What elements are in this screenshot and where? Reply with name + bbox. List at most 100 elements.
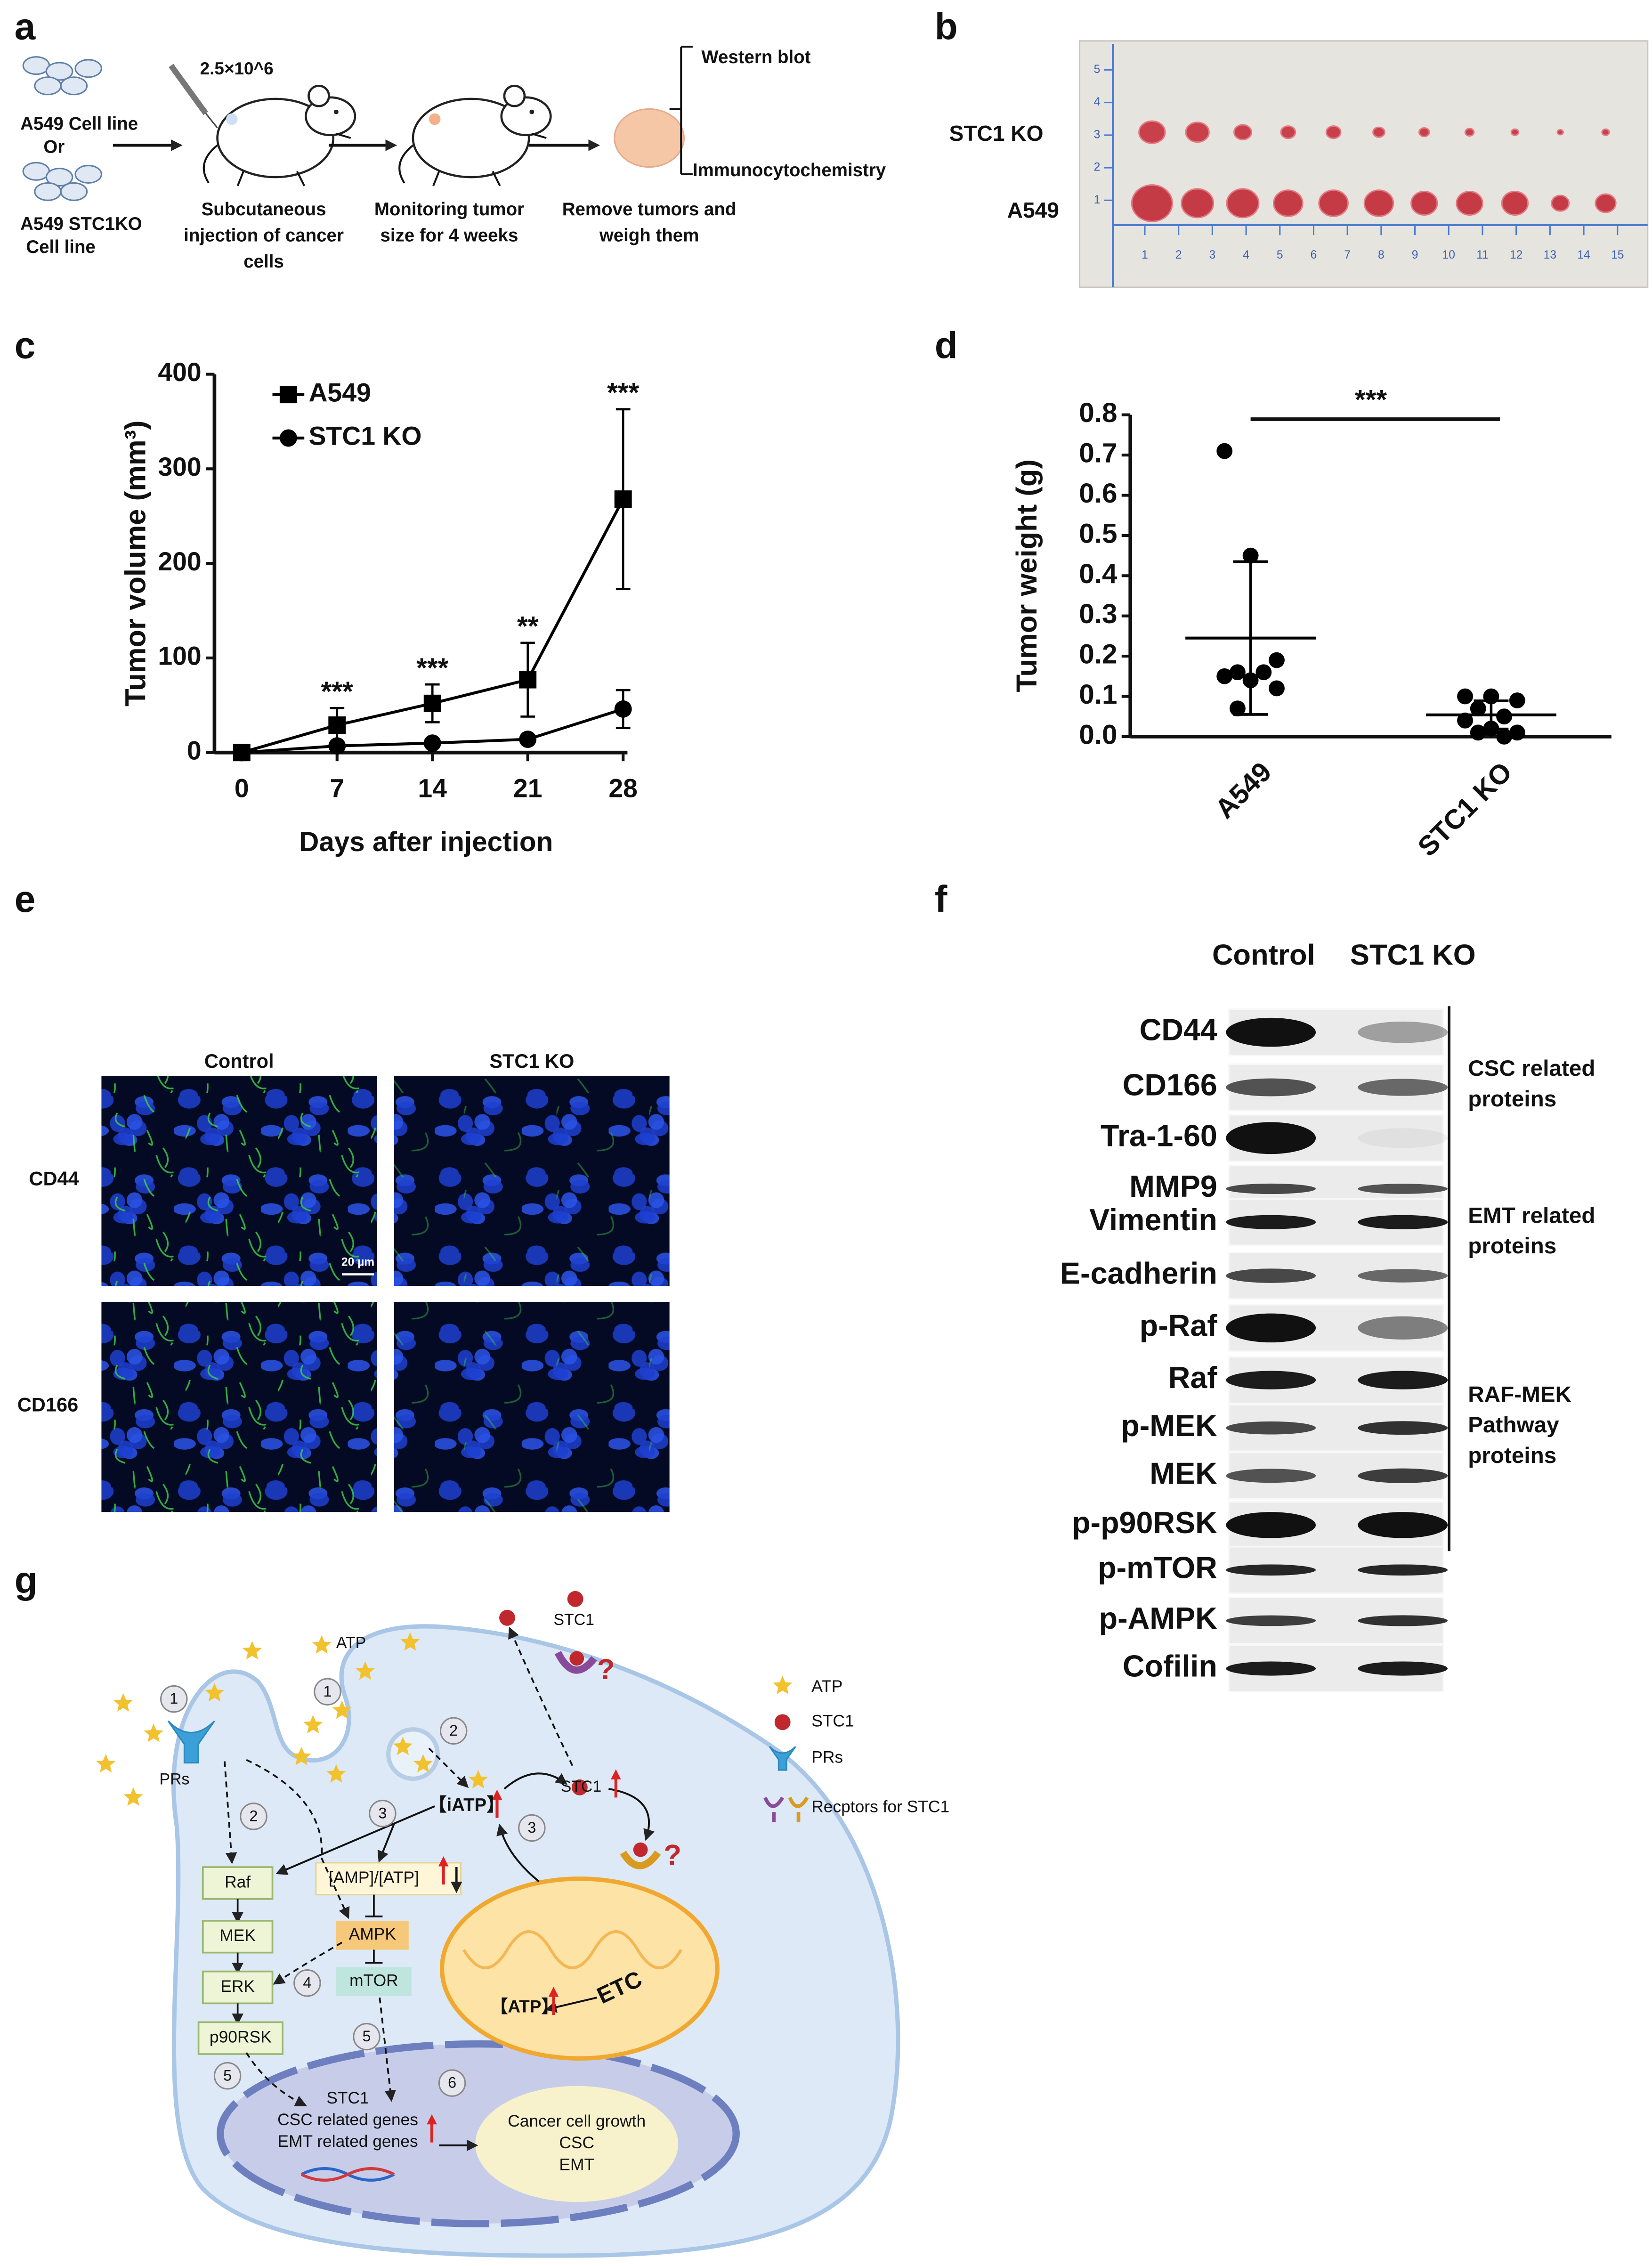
stc1-receptor [554,1651,597,1674]
data-point [1255,664,1272,681]
pathway-label: MEK [219,1926,256,1945]
row-label: STC1 KO [949,121,1044,146]
tumor [1510,128,1520,136]
cell-line-label: Cell line [26,237,95,257]
protein-label: p-Raf [1140,1308,1218,1342]
significance: *** [416,653,448,683]
atp-star [773,1675,793,1694]
legend-label: A549 [308,378,371,407]
step-label: Subcutaneous [202,199,326,219]
ruler-y-label: 2 [1094,161,1101,174]
step-circle [160,1685,188,1713]
step-label: injection of cancer [184,225,344,245]
y-axis-label: Tumor weight (g) [1011,459,1043,692]
outcome-zone [475,2086,679,2202]
stc1-dot [774,1714,791,1730]
blot-band [1358,1269,1448,1283]
question-mark: ? [664,1839,681,1871]
protein-label: MMP9 [1129,1170,1217,1203]
tumor [1181,188,1215,219]
blot-band [1358,1021,1448,1043]
step-circle [438,2069,466,2097]
legend-marker [279,429,297,447]
mouse-leg [236,171,244,187]
pr-icon [769,1746,796,1771]
panel-label: d [935,324,958,366]
marker [519,731,537,748]
gene-label: STC1 [326,2089,369,2107]
step-number: 3 [378,1804,387,1821]
legend-label: Recptors for STC1 [811,1797,949,1816]
step-label: cells [243,252,284,272]
blot-band [1226,1615,1316,1626]
y-tick-label: 0.1 [1079,679,1117,710]
data-point [1509,724,1525,741]
solid-arrow [608,1787,655,1841]
protein-label: p-mTOR [1098,1551,1217,1584]
ruler-x-label: 3 [1209,249,1216,261]
tumor [1363,189,1394,217]
row-label: CD166 [17,1394,78,1416]
stc1-dot [633,1842,648,1857]
y-tick-label: 100 [158,642,201,671]
injection-site [226,113,238,125]
data-point [1269,680,1285,697]
blot-band [1358,1421,1448,1435]
protein-label: CD166 [1123,1068,1217,1102]
receptor-legend [763,1796,785,1822]
blot-band [1358,1184,1448,1194]
y-tick-label: 0.5 [1079,518,1117,549]
blot-band [1226,1661,1316,1676]
ruler-y-label: 4 [1094,96,1101,108]
group-label: RAF-MEK [1468,1382,1571,1407]
y-tick-label: 0.8 [1079,398,1117,428]
cristae [462,1930,682,1969]
step-label: size for 4 weeks [381,225,518,245]
ruler-x-label: 11 [1476,249,1489,261]
panel-label: a [15,5,36,47]
y-tick-label: 0.0 [1079,719,1117,750]
column-label: Control [1212,939,1315,971]
atp-star [113,1693,133,1712]
mouse-leg [492,171,501,187]
gene-label: EMT related genes [277,2132,418,2151]
group-label: proteins [1468,1443,1556,1468]
blot-band [1358,1661,1448,1676]
atp-star [393,1737,413,1755]
x-tick-label: 21 [513,773,543,803]
dna [300,2167,395,2182]
atp-star [303,1714,323,1734]
blot-band [1358,1512,1448,1538]
data-point [1216,668,1233,684]
protein-label: MEK [1150,1456,1217,1490]
cell-line-label: A549 Cell line [20,114,138,134]
dose-label: 2.5×10^6 [200,59,274,78]
mouse-leg [336,132,351,139]
y-tick-label: 0.7 [1079,438,1117,469]
blot-band [1226,1313,1316,1343]
marker [614,700,632,718]
tumor-icon [614,108,685,168]
micrograph-stain [394,1075,670,1286]
x-axis-label: Days after injection [299,827,553,857]
cell-icon [34,76,62,96]
blot-band [1358,1215,1448,1229]
tumor [1185,122,1210,143]
protein-label: Cofilin [1123,1649,1217,1683]
step-label: weigh them [599,225,699,245]
blot-band [1358,1079,1448,1096]
atp-star [400,1632,420,1651]
needle [205,113,218,129]
tumor [1138,120,1166,144]
ruler-x-label: 1 [1142,249,1148,261]
dashed-arrow [273,1941,343,1985]
data-point [1496,708,1513,725]
ruler-x-label: 15 [1611,249,1624,261]
cell-icon [60,76,88,96]
data-point [1242,547,1259,564]
blot-band [1226,1078,1316,1096]
x-tick-label: 0 [235,773,249,803]
mouse-leg [531,132,547,139]
